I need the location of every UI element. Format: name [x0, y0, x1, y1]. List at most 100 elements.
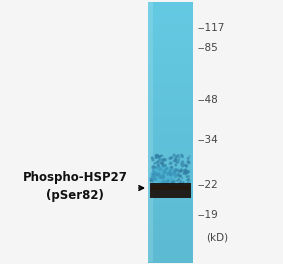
Bar	[148, 211, 193, 212]
Circle shape	[152, 181, 153, 182]
Bar	[148, 106, 193, 107]
Circle shape	[175, 158, 177, 159]
Bar	[148, 135, 193, 137]
Bar	[148, 50, 193, 52]
Circle shape	[164, 183, 165, 184]
Bar	[148, 67, 193, 68]
Bar	[148, 219, 193, 220]
Circle shape	[162, 176, 165, 178]
Bar	[148, 239, 193, 240]
Bar	[148, 169, 193, 171]
Bar	[148, 129, 193, 130]
Bar	[148, 58, 193, 60]
Bar	[148, 164, 193, 166]
Bar	[148, 187, 193, 188]
Bar	[148, 72, 193, 74]
Bar	[148, 91, 193, 93]
Circle shape	[156, 172, 157, 173]
Circle shape	[169, 163, 170, 164]
Bar	[148, 241, 193, 243]
Bar	[148, 187, 193, 189]
Circle shape	[188, 178, 189, 180]
Bar	[148, 77, 193, 79]
Bar	[148, 54, 193, 55]
Circle shape	[189, 156, 190, 157]
Bar	[148, 43, 193, 44]
Circle shape	[167, 174, 168, 175]
Bar	[148, 208, 193, 209]
Bar	[148, 178, 193, 179]
Bar	[148, 48, 193, 49]
Circle shape	[159, 157, 160, 158]
Bar	[148, 31, 193, 32]
Bar	[148, 32, 193, 34]
Bar	[148, 74, 193, 75]
Bar	[148, 183, 193, 185]
Bar	[148, 167, 193, 168]
Bar	[148, 39, 193, 41]
Bar	[148, 227, 193, 229]
Bar	[148, 53, 193, 54]
Circle shape	[156, 155, 158, 157]
Bar	[148, 17, 193, 18]
Circle shape	[185, 165, 186, 166]
Bar	[148, 243, 193, 244]
Bar	[148, 143, 193, 145]
Circle shape	[162, 162, 164, 164]
Bar	[148, 10, 193, 11]
Bar	[148, 163, 193, 164]
Bar	[148, 24, 193, 25]
Bar	[148, 73, 193, 74]
Bar	[148, 226, 193, 227]
Circle shape	[179, 171, 180, 173]
Circle shape	[173, 181, 175, 182]
Bar	[148, 46, 193, 48]
Bar	[148, 233, 193, 235]
Bar	[148, 58, 193, 59]
Bar	[148, 194, 193, 196]
Circle shape	[158, 166, 160, 168]
Text: (pSer82): (pSer82)	[46, 190, 104, 202]
Circle shape	[152, 173, 154, 175]
Bar	[148, 4, 193, 5]
Bar	[148, 215, 193, 216]
Bar	[148, 225, 193, 226]
Circle shape	[184, 169, 186, 172]
Circle shape	[157, 161, 159, 162]
Bar	[148, 103, 193, 105]
Bar	[148, 93, 193, 94]
Bar	[148, 198, 193, 199]
Bar	[148, 7, 193, 8]
Bar	[148, 94, 193, 95]
Circle shape	[169, 171, 171, 173]
Bar	[148, 20, 193, 22]
Circle shape	[178, 160, 179, 161]
Bar	[148, 180, 193, 181]
Text: (kD): (kD)	[206, 233, 228, 243]
Circle shape	[160, 176, 162, 177]
Bar	[148, 148, 193, 149]
Bar	[148, 4, 193, 6]
Bar	[148, 25, 193, 26]
Bar	[148, 247, 193, 249]
Bar	[148, 170, 193, 172]
Circle shape	[167, 167, 168, 169]
Bar	[148, 254, 193, 256]
Bar	[148, 149, 193, 151]
Circle shape	[189, 180, 190, 181]
Bar	[148, 44, 193, 46]
Bar	[148, 220, 193, 221]
Circle shape	[171, 182, 173, 184]
Circle shape	[156, 174, 158, 176]
Bar	[148, 82, 193, 83]
Bar	[148, 177, 193, 178]
Bar	[148, 35, 193, 36]
Bar	[148, 69, 193, 70]
Circle shape	[179, 182, 180, 183]
Bar	[148, 44, 193, 45]
Circle shape	[170, 157, 172, 159]
Bar	[148, 70, 193, 71]
Bar	[148, 175, 193, 176]
Bar	[148, 144, 193, 145]
Bar	[148, 101, 193, 102]
